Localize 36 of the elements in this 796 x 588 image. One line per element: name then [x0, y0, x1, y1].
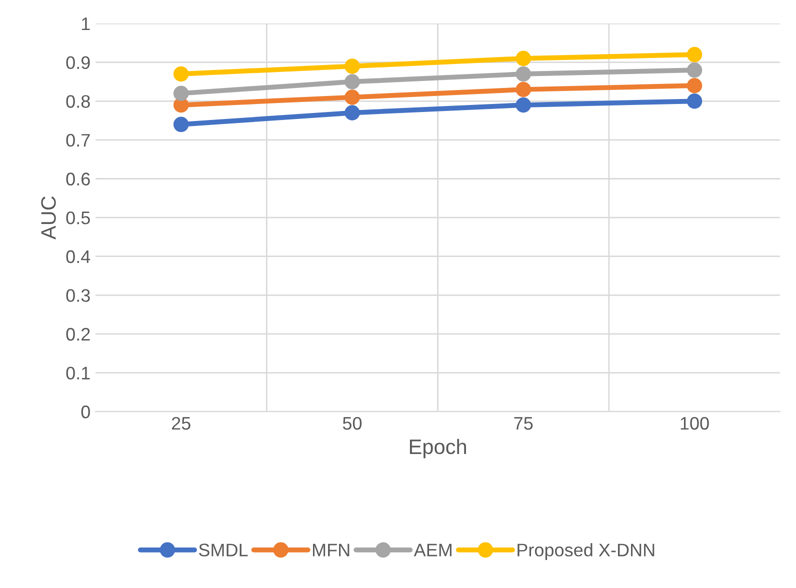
x-tick-label: 100	[680, 416, 709, 430]
legend-label: AEM	[414, 544, 452, 556]
y-axis-title: AUC	[41, 196, 56, 240]
point	[686, 46, 702, 62]
point	[516, 66, 532, 82]
y-tick-label: 0.9	[66, 56, 90, 70]
legend-label: Proposed X-DNN	[518, 543, 654, 560]
y-tick-label: 1	[82, 18, 90, 30]
y-tick-label: 0.4	[66, 250, 90, 264]
point	[344, 74, 360, 90]
legend-label: MFN	[313, 544, 350, 556]
point	[173, 86, 189, 102]
y-tick-label: 0.6	[66, 172, 90, 186]
y-tick-label: 0.5	[66, 211, 90, 224]
x-tick-label: 50	[342, 416, 362, 430]
point	[344, 58, 360, 74]
point	[686, 93, 702, 109]
y-tick-label: 0.1	[66, 366, 90, 380]
y-tick-label: 0.3	[66, 289, 90, 302]
point	[173, 116, 189, 132]
point	[173, 66, 189, 82]
y-tick-label: 0.8	[66, 95, 90, 108]
y-tick-label: 0	[81, 406, 90, 418]
point	[344, 105, 360, 120]
point	[686, 62, 702, 78]
x-tick-label: 75	[514, 417, 533, 430]
point	[344, 90, 360, 105]
point	[686, 78, 702, 94]
point	[516, 97, 532, 113]
point	[516, 82, 532, 98]
x-axis-title: Epoch	[410, 438, 466, 458]
y-tick-label: 0.2	[66, 328, 90, 341]
y-tick-label: 0.7	[66, 134, 90, 147]
x-tick-label: 25	[172, 416, 190, 430]
legend-label: SMDL	[198, 544, 248, 556]
point	[516, 50, 532, 66]
